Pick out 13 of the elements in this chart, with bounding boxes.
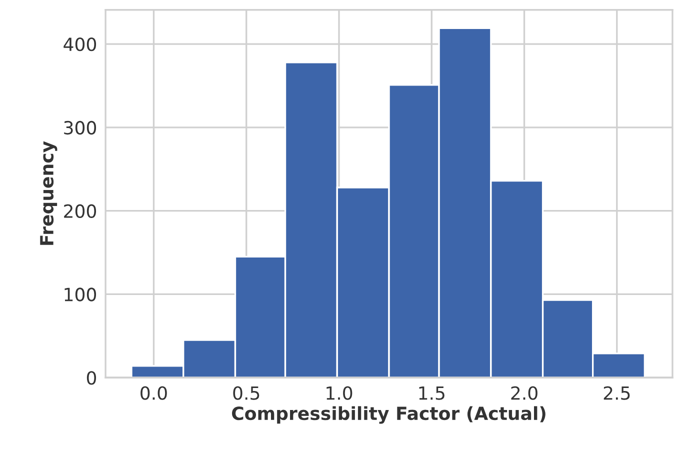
x-tick-label: 2.5: [604, 386, 630, 400]
y-axis-title: Frequency: [40, 141, 58, 245]
x-tick-label: 0.5: [233, 386, 260, 400]
y-tick-label: 0: [86, 371, 96, 385]
x-tick-label: 1.5: [419, 386, 444, 400]
x-axis-title: Compressibility Factor (Actual): [232, 406, 546, 424]
y-tick-label: 100: [64, 288, 96, 302]
x-tick-label: 1.0: [326, 386, 352, 400]
x-tick-label: 2.0: [511, 386, 538, 400]
y-tick-label: 300: [64, 120, 96, 135]
y-tick-label: 200: [64, 204, 96, 218]
y-tick-label: 400: [64, 38, 96, 52]
x-tick-label: 0.0: [140, 386, 167, 400]
